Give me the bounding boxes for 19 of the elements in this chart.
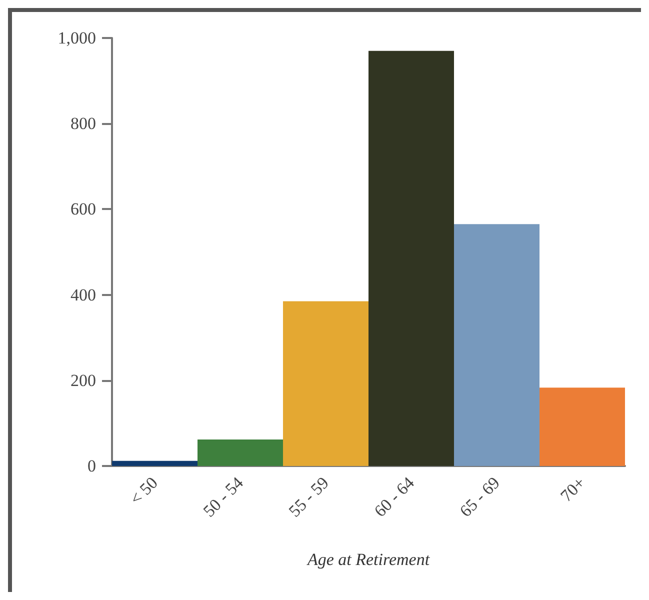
x-axis-title: Age at Retirement <box>306 550 431 569</box>
bar <box>454 224 540 466</box>
y-tick-label: 600 <box>70 200 96 219</box>
bar <box>368 50 454 466</box>
x-tick-label: < 50 <box>126 473 162 509</box>
bar <box>540 388 625 466</box>
y-tick-label: 200 <box>70 370 96 390</box>
x-tick-label: 50 - 54 <box>200 472 248 521</box>
x-tick-label: 60 - 64 <box>370 472 418 521</box>
x-tick-label: 55 - 59 <box>285 473 332 521</box>
bar <box>112 460 198 466</box>
x-tick-label: 65 - 69 <box>456 473 504 521</box>
y-tick-label: 1,000 <box>58 28 96 48</box>
x-tick-label: 70+ <box>556 473 589 506</box>
y-tick-label: 0 <box>88 456 96 476</box>
bar <box>283 301 368 466</box>
y-tick-label: 800 <box>70 114 96 134</box>
y-tick-label: 400 <box>70 285 96 304</box>
bar <box>198 439 283 466</box>
